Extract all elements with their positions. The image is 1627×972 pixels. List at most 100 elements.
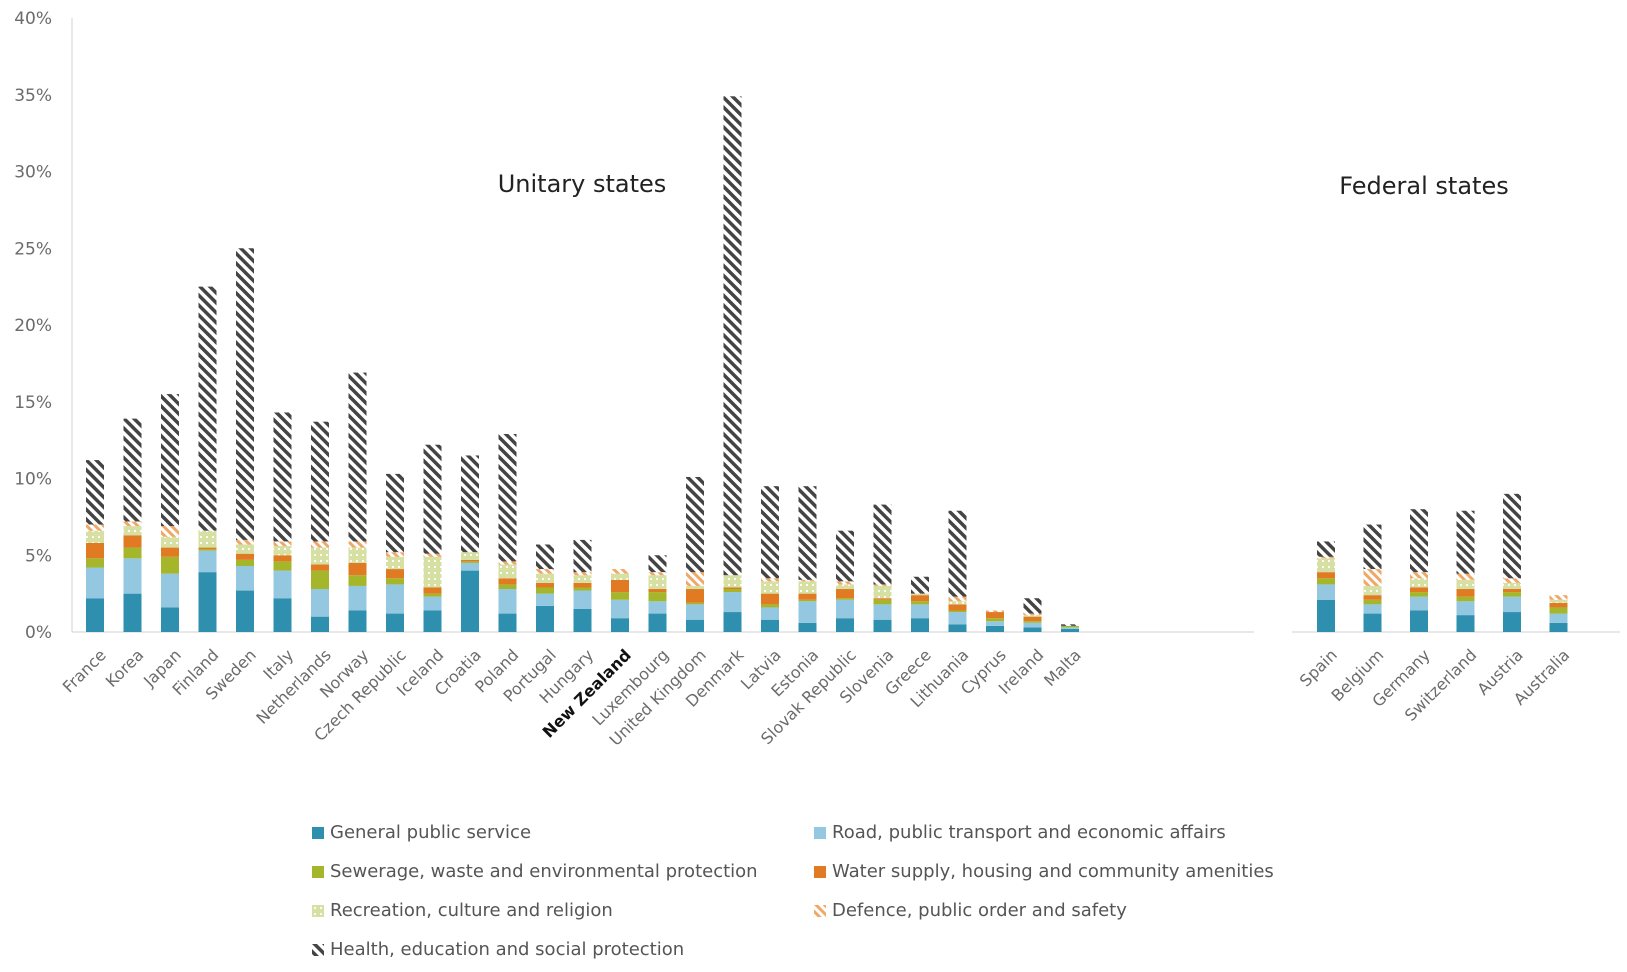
bar-segment <box>311 421 329 542</box>
bar-segment <box>461 562 479 571</box>
bar-segment <box>273 555 292 562</box>
bar-segment <box>123 521 142 527</box>
bar-segment <box>1317 572 1335 579</box>
bar-segment <box>611 569 629 574</box>
bar-segment <box>873 598 892 600</box>
bar-segment <box>236 539 254 545</box>
bar-segment <box>123 418 142 522</box>
bar-segment <box>498 578 517 585</box>
bar-segment <box>386 569 404 579</box>
bar-segment <box>536 569 554 574</box>
bar-segment <box>911 576 929 594</box>
bar-segment <box>311 589 329 617</box>
bar-segment <box>836 581 854 585</box>
bar-segment <box>423 593 442 597</box>
bar-segment <box>536 605 554 632</box>
bar-segment <box>948 601 967 605</box>
bar-segment <box>686 619 704 632</box>
bar-segment <box>761 578 779 582</box>
bar-segment <box>573 575 592 583</box>
bar-segment <box>1456 615 1475 632</box>
legend-label: General public service <box>330 822 532 843</box>
bar-segment <box>873 584 892 586</box>
bar-segment <box>386 578 404 585</box>
bar-segment <box>1549 613 1568 623</box>
bar-segment <box>423 444 442 554</box>
bar-segment <box>498 564 517 579</box>
legend-label: Water supply, housing and community amen… <box>832 861 1274 882</box>
bar-segment <box>723 592 742 613</box>
bar-segment <box>611 592 629 600</box>
bar-segment <box>911 604 929 619</box>
bar-segment <box>573 590 592 609</box>
group-label: Unitary states <box>498 170 667 198</box>
bar-segment <box>1503 596 1521 613</box>
bar-segment <box>1363 595 1382 600</box>
bar-segment <box>1023 627 1042 632</box>
bar-segment <box>236 248 254 540</box>
bar-segment <box>948 624 967 632</box>
bar-segment <box>611 573 629 580</box>
bar-segment <box>1317 584 1335 600</box>
bar-segment <box>386 613 404 632</box>
bar-segment <box>611 599 629 619</box>
bar-segment <box>873 619 892 632</box>
bar-segment <box>1456 589 1475 597</box>
category-label: Spain <box>1296 645 1341 690</box>
bar-segment <box>461 561 479 563</box>
bar-segment <box>1061 627 1079 629</box>
y-tick-label: 0% <box>25 623 52 643</box>
bar-segment <box>986 625 1004 632</box>
bar-segment <box>986 612 1004 619</box>
legend-item: Defence, public order and safety <box>814 900 1127 921</box>
bar-segment <box>273 546 292 556</box>
bar-segment <box>1456 510 1475 574</box>
bar-segment <box>423 556 442 588</box>
bar-segment <box>1456 596 1475 602</box>
bar-segment <box>611 579 629 593</box>
bar-segment <box>948 612 967 625</box>
bar-segment <box>1363 604 1382 614</box>
bar-segment <box>836 599 854 619</box>
legend-item: Water supply, housing and community amen… <box>814 861 1274 882</box>
bar-segment <box>1317 558 1335 573</box>
bar-segment <box>161 536 179 548</box>
bar-segment <box>723 589 742 593</box>
bar-segment <box>273 412 292 542</box>
bar-segment <box>236 544 254 554</box>
bar-segment <box>198 549 217 551</box>
bar-segment <box>948 510 967 597</box>
bar-segment <box>386 473 404 553</box>
bar-segment <box>86 558 104 568</box>
y-tick-label: 30% <box>14 163 52 183</box>
legend-swatch <box>814 826 826 839</box>
bar-segment <box>686 585 704 590</box>
bar-segment <box>536 544 554 570</box>
bar-segment <box>348 585 367 611</box>
bar-segment <box>1317 556 1335 559</box>
y-tick-label: 20% <box>14 316 52 336</box>
bar-segment <box>686 604 704 620</box>
bar-segment <box>386 556 404 570</box>
bar-segment <box>348 541 367 548</box>
bar-segment <box>836 584 854 590</box>
bar-segment <box>798 486 817 580</box>
bar-segment <box>648 601 667 614</box>
bar-segment <box>761 604 779 608</box>
legend-swatch <box>312 943 324 956</box>
bar-segment <box>1503 592 1521 597</box>
bar-segment <box>498 561 517 565</box>
bar-segment <box>1317 599 1335 632</box>
bar-segment <box>836 618 854 632</box>
bar-segment <box>198 530 217 548</box>
bar-segment <box>798 601 817 623</box>
bar-segment <box>348 575 367 586</box>
bar-segment <box>161 547 179 557</box>
bar-segment <box>123 593 142 632</box>
bar-segment <box>686 572 704 586</box>
bar-segment <box>123 535 142 548</box>
bar-segment <box>1503 493 1521 579</box>
bar-segment <box>911 618 929 632</box>
legend-item: General public service <box>312 822 531 843</box>
bar-segment <box>948 596 967 602</box>
